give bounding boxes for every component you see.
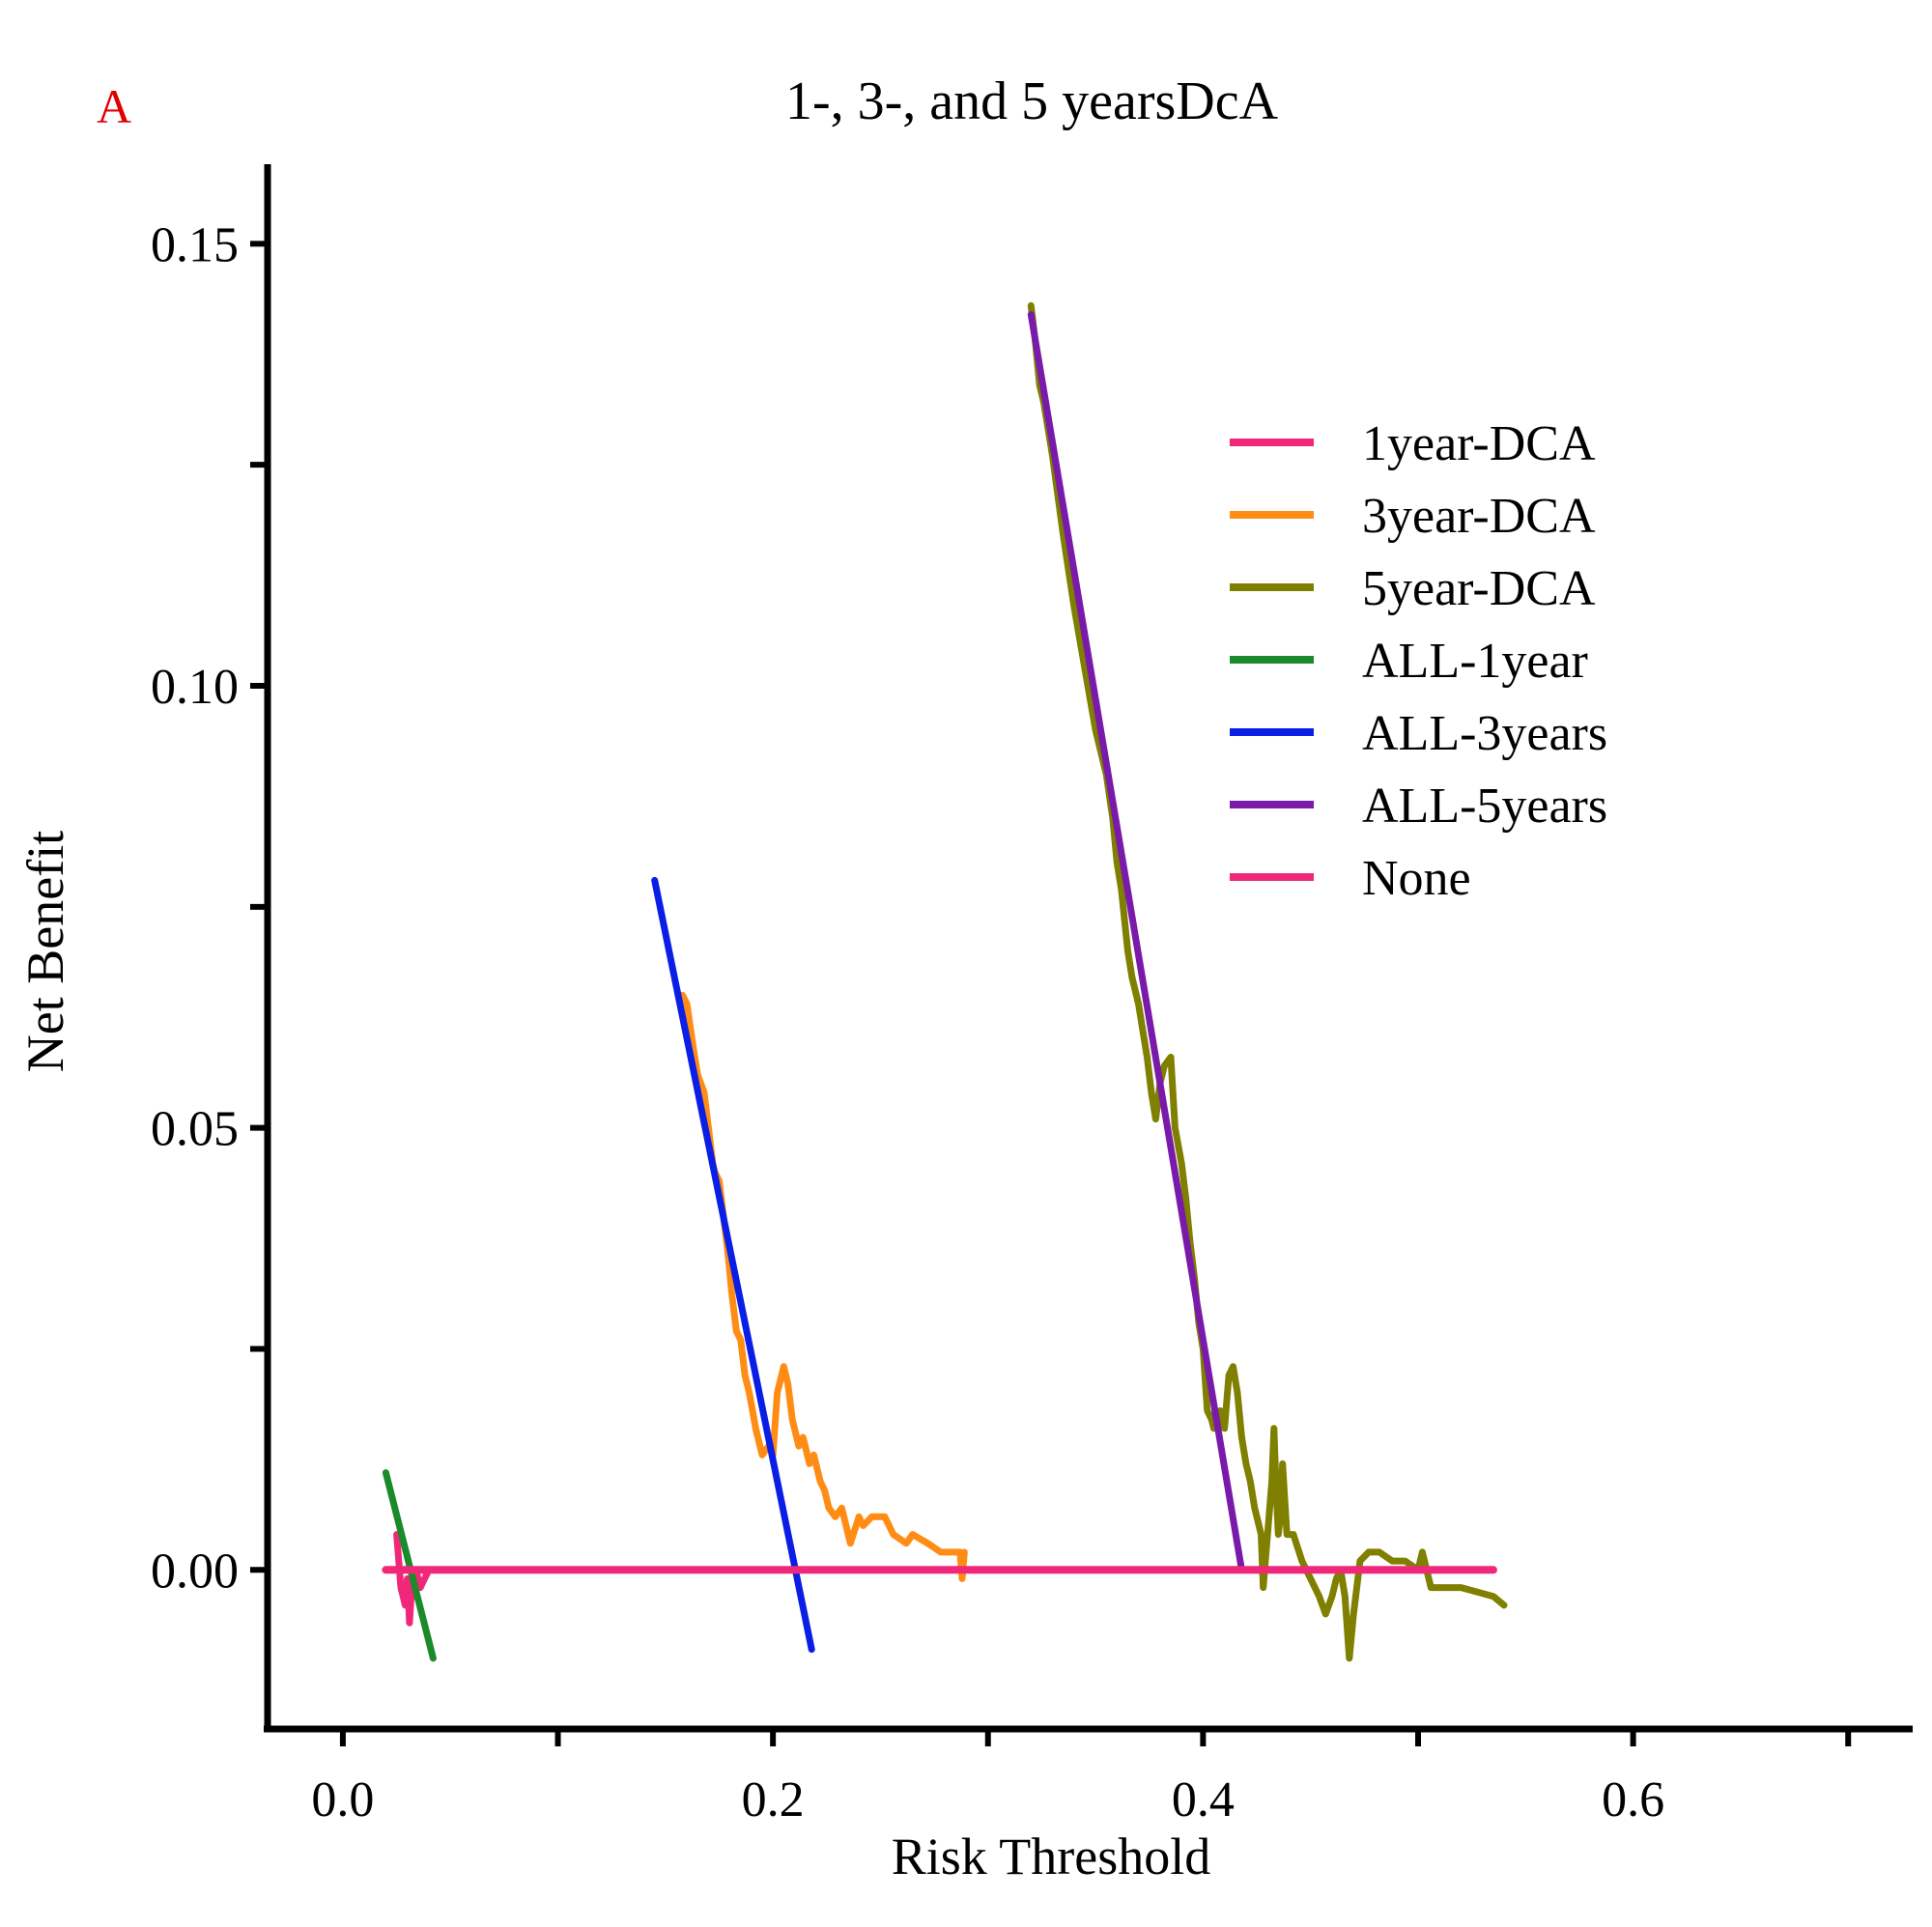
legend: 1year-DCA 3year-DCA 5year-DCA ALL-1year ALL-… xyxy=(1230,416,1607,906)
legend-label: 1year-DCA xyxy=(1362,416,1596,471)
series-line-all-5years xyxy=(1027,311,1245,1573)
legend-label: ALL-1year xyxy=(1362,634,1588,689)
series-group xyxy=(382,301,1508,1662)
y-tick-label: 0.15 xyxy=(151,217,239,272)
series-line-3year-dca xyxy=(679,991,968,1582)
y-tick-label: 0.05 xyxy=(151,1102,239,1157)
legend-label: ALL-3years xyxy=(1362,706,1607,761)
chart-title: 1-, 3-, and 5 yearsDcA xyxy=(785,71,1279,131)
y-axis-label: Net Benefit xyxy=(16,831,74,1072)
panel-label: A xyxy=(97,79,131,133)
legend-label: None xyxy=(1362,851,1471,906)
legend-label: 5year-DCA xyxy=(1362,561,1596,616)
x-tick-label: 0.2 xyxy=(742,1772,805,1828)
x-tick-label: 0.6 xyxy=(1602,1772,1664,1828)
axes xyxy=(264,164,1913,1733)
ticks: 0.0 0.2 0.4 0.6 0.00 0.05 0.10 0.15 xyxy=(151,217,1852,1828)
y-tick-label: 0.00 xyxy=(151,1544,239,1599)
series-line-all-1year xyxy=(382,1469,437,1662)
series-line-5year-dca xyxy=(1027,301,1508,1662)
legend-label: ALL-5years xyxy=(1362,779,1607,834)
x-tick-label: 0.4 xyxy=(1172,1772,1235,1828)
series-line-all-3years xyxy=(651,876,815,1654)
legend-label: 3year-DCA xyxy=(1362,489,1596,544)
x-axis-label: Risk Threshold xyxy=(892,1828,1211,1885)
y-tick-label: 0.10 xyxy=(151,660,239,715)
x-tick-label: 0.0 xyxy=(311,1772,374,1828)
